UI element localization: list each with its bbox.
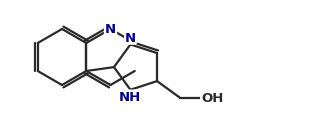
Text: N: N — [125, 32, 136, 45]
Text: OH: OH — [201, 91, 223, 104]
Text: NH: NH — [118, 91, 140, 103]
Text: N: N — [105, 23, 116, 36]
